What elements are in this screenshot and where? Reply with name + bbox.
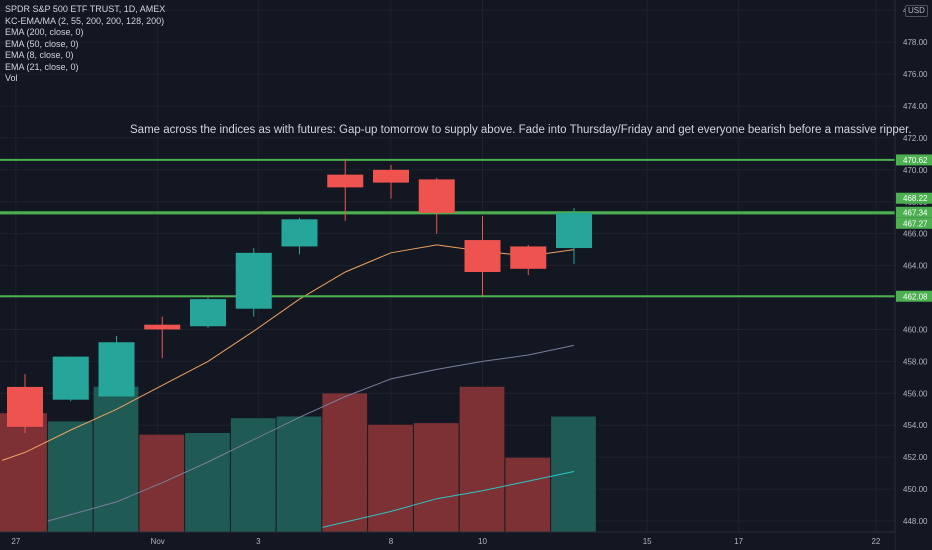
price-level-tag bbox=[896, 206, 932, 218]
price-tick-label: 472.00 bbox=[903, 134, 928, 143]
price-tick-label: 450.00 bbox=[903, 485, 928, 494]
volume-bar bbox=[93, 386, 139, 532]
chart-legend: SPDR S&P 500 ETF TRUST, 1D, AMEX KC-EMA/… bbox=[5, 4, 165, 85]
volume-bar bbox=[276, 416, 322, 532]
grid bbox=[0, 0, 895, 532]
price-tick-label: 448.00 bbox=[903, 517, 928, 526]
legend-indicator[interactable]: EMA (21, close, 0) bbox=[5, 61, 79, 72]
candle-body bbox=[52, 356, 89, 400]
candle-body bbox=[556, 212, 592, 249]
volume-bar bbox=[368, 424, 413, 532]
price-tick-label: 460.00 bbox=[903, 325, 928, 334]
price-level-label: 467.27 bbox=[903, 219, 928, 228]
price-level-tag bbox=[896, 217, 932, 229]
candle-body bbox=[510, 246, 547, 269]
candle-body bbox=[144, 324, 181, 330]
ema-line bbox=[47, 344, 575, 522]
time-tick-label: 10 bbox=[478, 537, 487, 546]
legend-indicator[interactable]: EMA (8, close, 0) bbox=[5, 50, 74, 60]
price-axis-bg bbox=[895, 0, 932, 550]
price-level-tag bbox=[896, 192, 932, 204]
price-tick-label: 476.00 bbox=[903, 70, 928, 79]
candle-body bbox=[327, 174, 364, 188]
price-tick-label: 454.00 bbox=[903, 421, 928, 430]
price-tick-label: 474.00 bbox=[903, 102, 928, 111]
candle-body bbox=[7, 386, 43, 427]
price-tick-label: 452.00 bbox=[903, 453, 928, 462]
price-tick-label: 464.00 bbox=[903, 262, 928, 271]
price-tick-label: 470.00 bbox=[903, 166, 928, 175]
candle-body bbox=[464, 240, 501, 272]
candles bbox=[7, 158, 592, 434]
time-tick-label: 3 bbox=[256, 537, 261, 546]
currency-button[interactable]: USD bbox=[905, 5, 928, 17]
ema-line bbox=[322, 471, 575, 528]
level-tags: 470.62 468.22 467.34 467.27 462.08 bbox=[896, 154, 932, 302]
candle-body bbox=[235, 252, 272, 309]
chart-annotation: Same across the indices as with futures:… bbox=[130, 124, 912, 136]
price-tick-label: 458.00 bbox=[903, 357, 928, 366]
time-tick-label: 15 bbox=[643, 537, 652, 546]
volume-bar bbox=[505, 457, 551, 532]
volume-bars bbox=[0, 386, 596, 532]
candle-body bbox=[373, 169, 409, 183]
time-axis-bg bbox=[0, 532, 895, 550]
time-tick-label: 8 bbox=[389, 537, 394, 546]
price-level-tag bbox=[896, 290, 932, 302]
candle-body bbox=[281, 219, 318, 247]
volume-bar bbox=[322, 393, 368, 532]
price-level-tag bbox=[896, 154, 932, 166]
volume-bar bbox=[413, 423, 459, 532]
volume-bar bbox=[0, 413, 47, 532]
price-level-label: 467.34 bbox=[903, 208, 928, 217]
candle-body bbox=[190, 299, 226, 327]
candle-body bbox=[98, 342, 135, 397]
price-tick-label: 478.00 bbox=[903, 38, 928, 47]
legend-indicator[interactable]: EMA (200, close, 0) bbox=[5, 27, 84, 37]
time-axis[interactable]: 27 Nov 3 8 10 15 17 22 bbox=[0, 531, 895, 550]
time-tick-label: Nov bbox=[151, 537, 165, 546]
volume-bar bbox=[185, 433, 230, 532]
legend-indicator[interactable]: KC-EMA/MA (2, 55, 200, 200, 128, 200) bbox=[5, 15, 165, 26]
volume-bar bbox=[47, 421, 93, 532]
time-tick-label: 17 bbox=[734, 537, 743, 546]
volume-bar bbox=[551, 416, 596, 532]
price-tick-label: 466.00 bbox=[903, 230, 928, 239]
price-level-label: 470.62 bbox=[903, 156, 928, 165]
time-tick-label: 22 bbox=[871, 537, 880, 546]
price-level-label: 468.22 bbox=[903, 194, 928, 203]
volume-bar bbox=[459, 386, 505, 532]
volume-bar bbox=[230, 418, 276, 532]
candle-body bbox=[418, 179, 455, 213]
price-level-label: 462.08 bbox=[903, 292, 928, 301]
legend-indicator[interactable]: Vol bbox=[5, 73, 18, 83]
legend-indicator[interactable]: EMA (50, close, 0) bbox=[5, 38, 79, 49]
legend-title[interactable]: SPDR S&P 500 ETF TRUST, 1D, AMEX bbox=[5, 4, 166, 14]
price-axis[interactable]: 448.00 450.00 452.00 454.00 456.00 458.00 460.… bbox=[894, 0, 932, 550]
time-tick-label: 27 bbox=[11, 537, 20, 546]
price-tick-label: 456.00 bbox=[903, 389, 928, 398]
